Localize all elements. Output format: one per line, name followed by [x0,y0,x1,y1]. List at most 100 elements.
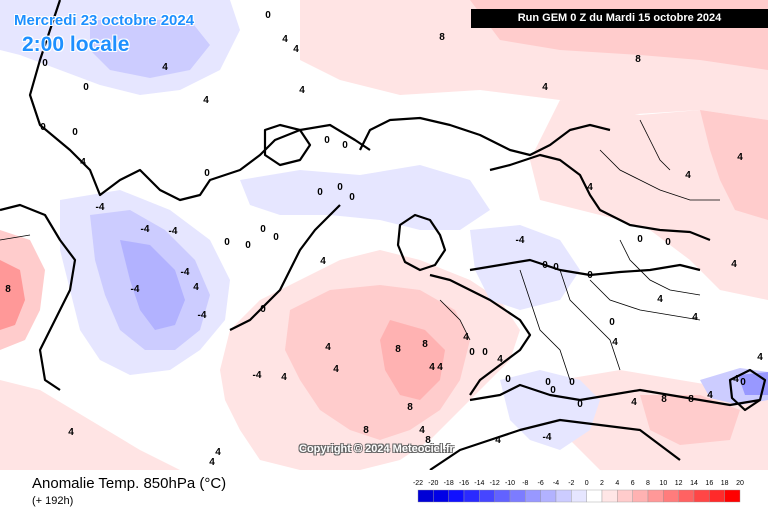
variable-title: Anomalie Temp. 850hPa (°C) [32,475,227,492]
legend-swatch [479,489,495,503]
legend-swatch [509,489,526,503]
legend-tick-label: -12 [490,480,500,487]
legend-tick-label: 4 [615,480,619,487]
legend-tick-label: 16 [705,480,713,487]
legend-tick-label: 12 [675,480,683,487]
coastline-canada [0,203,77,391]
contour-label: 4 [320,256,326,267]
cold-area-mediterranean [500,370,600,450]
contour-label: 0 [260,224,266,235]
coastline-caspian [728,368,767,412]
contour-label: 4 [497,354,503,365]
run-info-banner: Run GEM 0 Z du Mardi 15 octobre 2024 [471,9,768,28]
contour-label: 4 [733,374,739,385]
contour-label: 0 [665,237,671,248]
border-lines-3 [589,279,701,321]
border-lines-1 [519,269,571,381]
contour-label: 0 [324,135,330,146]
legend-tick-labels: -22 -20 -18 -16 -14 -12 -10 -8 -6 -4 -2 0 2 4 6 8 10 12 14… [413,480,744,487]
warm-area-scandinavia [530,100,768,300]
contour-label: 0 [317,187,323,198]
coastline-greenland [28,0,371,202]
contour-label: 0 [482,347,488,358]
coastlines [0,0,767,470]
legend-swatch [417,489,434,503]
legend-tick-label: -4 [553,480,559,487]
color-legend: -22 -20 -18 -16 -14 -12 -10 -8 -6 -4 -2 0 2 4 6 8 10 12 14… [413,480,744,503]
contour-label: 0 [72,127,78,138]
legend-swatch [724,489,741,503]
contour-label: -4 [253,370,262,381]
contour-label: 4 [542,82,548,93]
coastline-europe-west [429,273,532,396]
lead-time: (+ 192h) [32,495,74,507]
border-lines-7 [439,299,471,341]
coastline-iceland [263,123,312,167]
contour-label: 0 [42,58,48,69]
contour-label: 4 [463,332,469,343]
contour-label: 8 [407,402,413,413]
forecast-time-title: 2:00 locale [22,33,130,56]
border-lines-2 [559,269,621,371]
border-lines-8 [0,234,31,241]
contour-label: 4 [419,425,425,436]
cold-anomaly-areas [0,0,768,450]
contour-label: 4 [437,362,443,373]
legend-tick-label: -14 [474,480,484,487]
contour-label: 8 [422,339,428,350]
legend-swatch [433,489,449,503]
contour-label: 8 [395,344,401,355]
legend-swatch [617,489,633,503]
legend-tick-label: -18 [444,480,454,487]
warm-area-southwest [0,380,180,470]
coastline-norway [359,116,611,157]
contour-label: 4 [495,435,501,446]
contour-label: 0 [609,317,615,328]
contour-label: -4 [169,226,178,237]
cold-area-greenland-core [90,20,210,78]
contour-label: 4 [162,62,168,73]
legend-swatch [601,489,618,503]
contour-label: 4 [325,342,331,353]
contour-label: 0 [342,140,348,151]
warm-area-west-core [0,260,25,330]
coastline-north-africa [429,418,681,470]
legend-tick-label: 0 [585,480,589,487]
coastline-british-isles [396,213,447,272]
contour-label: 4 [299,85,305,96]
legend-tick-label: 8 [646,480,650,487]
legend-tick-label: 6 [631,480,635,487]
contour-label: 4 [333,364,339,375]
contour-label: 0 [569,377,575,388]
legend-swatch [463,489,480,503]
contour-label: 8 [635,54,641,65]
country-borders [0,119,720,381]
contour-label: 4 [429,362,435,373]
legend-tick-label: 2 [600,480,604,487]
legend-tick-label: -22 [413,480,423,487]
contour-label: 4 [612,337,618,348]
legend-swatch [586,489,603,503]
contour-label: -4 [96,202,105,213]
contour-label: 4 [631,397,637,408]
contour-label: 0 [245,240,251,251]
contour-label: 0 [260,304,266,315]
contour-label: 8 [688,394,694,405]
contour-label: 0 [542,260,548,271]
forecast-date-title: Mercredi 23 octobre 2024 [14,12,195,29]
border-lines-5 [599,149,720,201]
legend-swatch [571,489,587,503]
legend-swatch [632,489,649,503]
contour-label: -4 [516,235,525,246]
border-lines-6 [639,119,671,171]
contour-label: 4 [657,294,663,305]
contour-label: 0 [273,232,279,243]
contour-label: 0 [637,234,643,245]
contour-label: 0 [265,10,271,21]
contour-label: 0 [469,347,475,358]
contour-label: 8 [363,425,369,436]
warm-area-south-east-core [640,395,740,445]
legend-tick-label: -16 [459,480,469,487]
